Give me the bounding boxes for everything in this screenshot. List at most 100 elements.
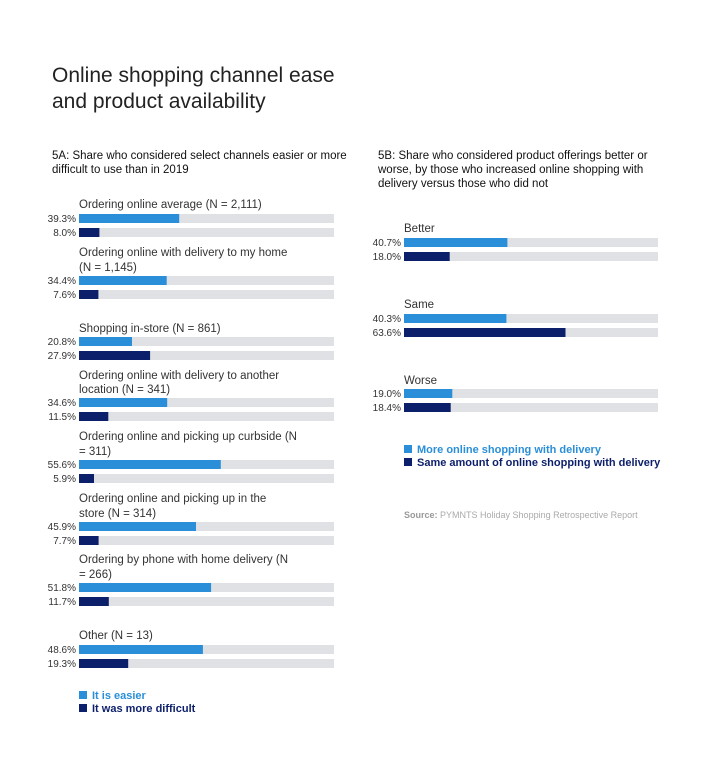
chart-a-bar-track (79, 536, 334, 545)
chart-a-category-label: = 311) (79, 446, 111, 458)
chart-b-value-label: 19.0% (373, 389, 401, 400)
chart-b-value-label: 18.0% (373, 252, 401, 263)
chart-b-bar-series2 (404, 252, 450, 261)
chart-a-bar-series1 (79, 522, 196, 531)
chart-a-bar-track (79, 645, 334, 654)
chart-a-bar-track (79, 474, 334, 483)
chart-a-value-label: 20.8% (48, 337, 76, 348)
legend-swatch (79, 691, 87, 699)
legend-b-item-same: Same amount of online shopping with deli… (404, 457, 664, 470)
chart-a-bar-track (79, 228, 334, 237)
chart-b-bar-track (404, 403, 658, 412)
legend-swatch (404, 458, 412, 466)
chart-a-bar-series1 (79, 337, 132, 346)
chart-b-value-label: 18.4% (373, 403, 401, 414)
chart-a-bar-track (79, 276, 334, 285)
chart-a-bar-series2 (79, 412, 109, 421)
legend-a-item-easier: It is easier (79, 690, 195, 703)
chart-b-bar-series2 (404, 403, 451, 412)
chart-a-value-label: 34.6% (48, 398, 76, 409)
chart-a-value-label: 27.9% (48, 351, 76, 362)
chart-b-bar-series1 (404, 314, 507, 323)
chart-a-bar-series2 (79, 290, 99, 299)
chart-a-category-label: Ordering online and picking up curbside … (79, 431, 297, 443)
chart-a-bar-series1 (79, 214, 180, 223)
chart-b-subtitle: 5B: Share who considered product offerin… (378, 150, 648, 190)
chart-a-bar-track (79, 659, 334, 668)
chart-a-value-label: 55.6% (48, 460, 76, 471)
legend-b-item-more: More online shopping with delivery (404, 444, 664, 457)
source-text: PYMNTS Holiday Shopping Retrospective Re… (440, 510, 638, 520)
chart-b-category-label: Better (404, 223, 435, 235)
chart-a-category-label: = 266) (79, 569, 112, 581)
chart-a-subtitle: 5A: Share who considered select channels… (52, 150, 347, 176)
chart-b-value-label: 40.3% (373, 314, 401, 325)
legend-swatch (79, 704, 87, 712)
legend-swatch (404, 445, 412, 453)
legend-label: More online shopping with delivery (417, 444, 601, 456)
chart-a-bar-series2 (79, 474, 94, 483)
chart-a-bar-track (79, 412, 334, 421)
chart-b-value-label: 40.7% (373, 238, 401, 249)
chart-a-value-label: 19.3% (48, 659, 76, 670)
chart-a-category-label: Ordering online with delivery to another (79, 370, 279, 382)
chart-b-bar-series1 (404, 389, 453, 398)
chart-a-bar-series1 (79, 645, 203, 654)
page-title: Online shopping channel ease and product… (52, 64, 335, 113)
legend-b: More online shopping with delivery Same … (404, 444, 664, 470)
chart-a-value-label: 51.8% (48, 583, 76, 594)
chart-a-category-label: Shopping in-store (N = 861) (79, 323, 221, 335)
chart-a-value-label: 8.0% (53, 228, 76, 239)
source-prefix: Source: (404, 510, 438, 520)
chart-b-bar-series2 (404, 328, 566, 337)
chart-a-category-label: Other (N = 13) (79, 630, 153, 642)
chart-a-bar-series2 (79, 659, 129, 668)
chart-a-bar-track (79, 290, 334, 299)
chart-a-bar-series2 (79, 597, 109, 606)
chart-a-value-label: 34.4% (48, 276, 76, 287)
chart-a-category-label: Ordering online with delivery to my home (79, 247, 287, 259)
chart-a-bar-series2 (79, 536, 99, 545)
chart-a-bar-series1 (79, 276, 167, 285)
chart-a-bar-series1 (79, 460, 221, 469)
chart-a-category-label: store (N = 314) (79, 508, 156, 520)
chart-a-bar-track (79, 351, 334, 360)
chart-a-category-label: Ordering online average (N = 2,111) (79, 199, 262, 211)
chart-b-bar-series1 (404, 238, 508, 247)
chart-a-value-label: 7.6% (53, 290, 76, 301)
legend-label: Same amount of online shopping with deli… (417, 457, 661, 469)
chart-b-category-label: Worse (404, 375, 437, 387)
legend-label: It was more difficult (92, 703, 196, 715)
chart-a-value-label: 45.9% (48, 522, 76, 533)
chart-a-category-label: (N = 1,145) (79, 262, 137, 274)
chart-a-value-label: 7.7% (53, 536, 76, 547)
chart-a-bar-track (79, 398, 334, 407)
chart-a-category-label: Ordering online and picking up in the (79, 493, 266, 505)
chart-a-category-label: location (N = 341) (79, 384, 170, 396)
legend-label: It is easier (92, 690, 146, 702)
chart-a-value-label: 5.9% (53, 474, 76, 485)
source-note: Source: PYMNTS Holiday Shopping Retrospe… (404, 510, 638, 520)
chart-a-bar-series1 (79, 398, 168, 407)
chart-a-value-label: 11.7% (48, 597, 76, 608)
chart-a-bar-series2 (79, 228, 100, 237)
chart-a-bar-series2 (79, 351, 151, 360)
chart-b-category-label: Same (404, 299, 434, 311)
chart-a-bar-track (79, 214, 334, 223)
chart-b-bar-track (404, 389, 658, 398)
chart-a-value-label: 48.6% (48, 645, 76, 656)
chart-b-bar-track (404, 314, 658, 323)
chart-b-bar-track (404, 252, 658, 261)
legend-a-item-difficult: It was more difficult (79, 703, 195, 716)
chart-b-value-label: 63.6% (373, 328, 401, 339)
chart-a-bar-track (79, 337, 334, 346)
chart-a-bar-series1 (79, 583, 212, 592)
chart-a-category-label: Ordering by phone with home delivery (N (79, 554, 288, 566)
chart-a-value-label: 11.5% (48, 412, 76, 423)
chart-b-bar-track (404, 238, 658, 247)
legend-a: It is easier It was more difficult (79, 690, 195, 716)
chart-a-bar-track (79, 522, 334, 531)
chart-a-bar-track (79, 597, 334, 606)
chart-a-value-label: 39.3% (48, 214, 76, 225)
